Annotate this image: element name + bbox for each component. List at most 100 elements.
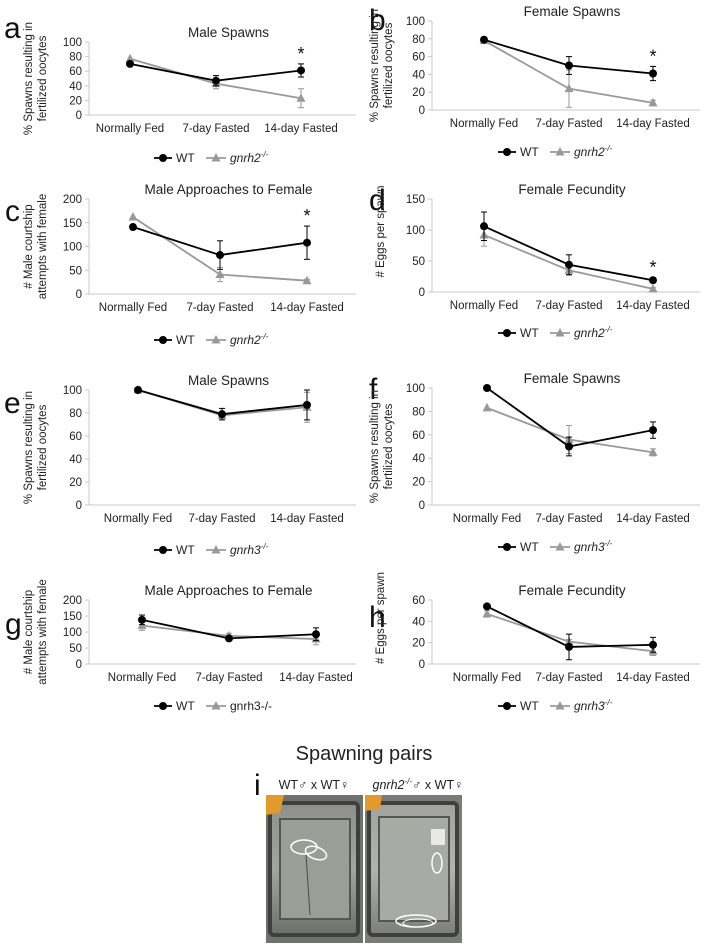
y-axis-label-line1: # Male courtship	[23, 590, 35, 674]
legend: WT gnrh3-/-	[154, 542, 269, 557]
legend: WT gnrh2-/-	[498, 144, 613, 159]
data-point-mutant	[482, 608, 492, 618]
right-label-rest: ♂ x WT♀	[412, 778, 463, 792]
legend-mutant-gene: gnrh2	[230, 333, 261, 347]
y-tick-label: 80	[69, 52, 82, 64]
legend: WT gnrh3-/-	[498, 539, 613, 554]
data-point-wt	[649, 640, 657, 649]
y-tick-label: 80	[412, 34, 425, 46]
y-tick-label: 80	[412, 406, 425, 418]
legend-mutant-marker	[211, 335, 221, 344]
y-tick-label: 150	[406, 194, 425, 206]
y-tick-label: 60	[412, 595, 425, 607]
data-point-mutant	[648, 97, 658, 107]
tank-photo-left	[266, 795, 363, 943]
y-tick-label: 0	[76, 659, 82, 671]
chart-title: Female Spawns	[524, 371, 621, 386]
y-tick-label: 20	[412, 87, 425, 99]
x-tick-label: Normally Fed	[450, 118, 518, 130]
x-tick-label: 14-day Fasted	[616, 672, 690, 684]
y-tick-label: 60	[412, 430, 425, 442]
x-tick-label: 14-day Fasted	[270, 302, 344, 314]
data-point-wt	[303, 400, 311, 409]
x-tick-label: Normally Fed	[450, 300, 518, 312]
panel-letter: h	[369, 601, 386, 634]
y-tick-label: 20	[412, 477, 425, 489]
y-axis-label-line1: % Spawns resulting in	[23, 22, 35, 135]
data-point-wt	[134, 386, 142, 394]
chart-title: Male Spawns	[188, 25, 269, 40]
chart-panel-a: a Male Spawns 0 20 40 60 80 100 Normally Fed 7-da…	[4, 12, 356, 165]
x-tick-label: 14-day Fasted	[616, 513, 690, 525]
panel-i: Spawning pairs i WT♂ x WT♀ gnrh2-/-♂ x WT♀	[254, 743, 463, 802]
y-tick-label: 40	[69, 81, 82, 93]
y-axis-label-line1: # Male courtship	[23, 204, 35, 288]
data-point-mutant	[648, 283, 658, 293]
y-axis-label: % Spawns resulting in fertilized oocytes	[369, 9, 395, 122]
data-point-wt	[649, 276, 657, 285]
legend-mutant-gene: gnrh3	[574, 699, 605, 713]
x-tick-label: 14-day Fasted	[270, 513, 344, 525]
y-tick-label: 40	[69, 454, 82, 466]
data-point-mutant	[564, 83, 574, 93]
legend-mutant-marker	[211, 545, 221, 554]
legend-mutant-genotype: -/-	[605, 698, 613, 707]
x-tick-label: 14-day Fasted	[264, 123, 338, 135]
y-tick-label: 200	[63, 194, 82, 206]
legend-mutant-marker	[211, 153, 221, 162]
y-tick-label: 100	[63, 627, 82, 639]
y-tick-label: 100	[406, 383, 425, 395]
legend-mutant-label: gnrh3-/-	[574, 539, 613, 554]
y-tick-label: 60	[69, 66, 82, 78]
y-tick-label: 200	[63, 595, 82, 607]
significance-star: *	[303, 206, 310, 226]
right-label-genotype: -/-	[405, 777, 413, 786]
legend: WT gnrh3-/-	[154, 699, 272, 713]
data-point-wt	[565, 642, 573, 651]
data-point-wt	[126, 59, 134, 68]
x-tick-label: Normally Fed	[108, 672, 176, 684]
data-point-mutant	[215, 269, 225, 279]
data-point-wt	[129, 223, 137, 232]
y-tick-label: 100	[406, 225, 425, 237]
data-point-wt	[649, 69, 657, 78]
y-tick-label: 20	[69, 477, 82, 489]
legend-wt-marker	[159, 336, 167, 344]
y-tick-label: 0	[76, 110, 82, 122]
legend-mutant-label: gnrh2-/-	[230, 332, 269, 347]
panel-letter: a	[4, 12, 21, 45]
legend-mutant-genotype: -/-	[261, 150, 269, 159]
y-tick-label: 150	[63, 611, 82, 623]
y-tick-label: 40	[412, 69, 425, 81]
y-axis-label: # Male courtship attempts with female	[23, 194, 49, 299]
chart-title: Female Spawns	[524, 4, 621, 19]
x-tick-label: 7-day Fasted	[186, 302, 253, 314]
legend-wt-label: WT	[520, 699, 539, 713]
data-point-wt	[483, 602, 491, 611]
significance-star: *	[297, 44, 304, 64]
y-tick-label: 0	[419, 500, 425, 512]
legend-wt-label: WT	[520, 540, 539, 554]
legend: WT gnrh2-/-	[154, 150, 269, 165]
y-tick-label: 20	[412, 638, 425, 650]
legend-mutant-marker	[555, 147, 565, 156]
legend-mutant-genotype: -/-	[605, 539, 613, 548]
spawning-pairs-title: Spawning pairs	[296, 743, 433, 765]
y-axis-label: # Male courtship attempts with female	[23, 579, 49, 684]
y-axis-label: # Eggs per spawn	[375, 185, 387, 277]
y-axis-label: % Spawns resulting in fertilized oocytes	[369, 390, 395, 503]
x-tick-label: 7-day Fasted	[182, 123, 249, 135]
legend-wt-marker	[159, 546, 167, 554]
y-axis-label-line2: fertilized oocytes	[383, 22, 395, 108]
y-axis-label: % Spawns resulting in fertilized oocytes	[23, 22, 49, 135]
y-axis-label-line2: fertilized oocytes	[383, 403, 395, 489]
panel-letter: e	[4, 387, 21, 420]
data-point-mutant	[482, 402, 492, 412]
y-tick-label: 60	[69, 431, 82, 443]
legend-mutant-marker	[555, 542, 565, 551]
legend-mutant-genotype: -/-	[261, 542, 269, 551]
spawning-pairs-photos	[266, 795, 462, 943]
chart-title: Male Spawns	[188, 373, 269, 388]
data-point-wt	[483, 384, 491, 392]
